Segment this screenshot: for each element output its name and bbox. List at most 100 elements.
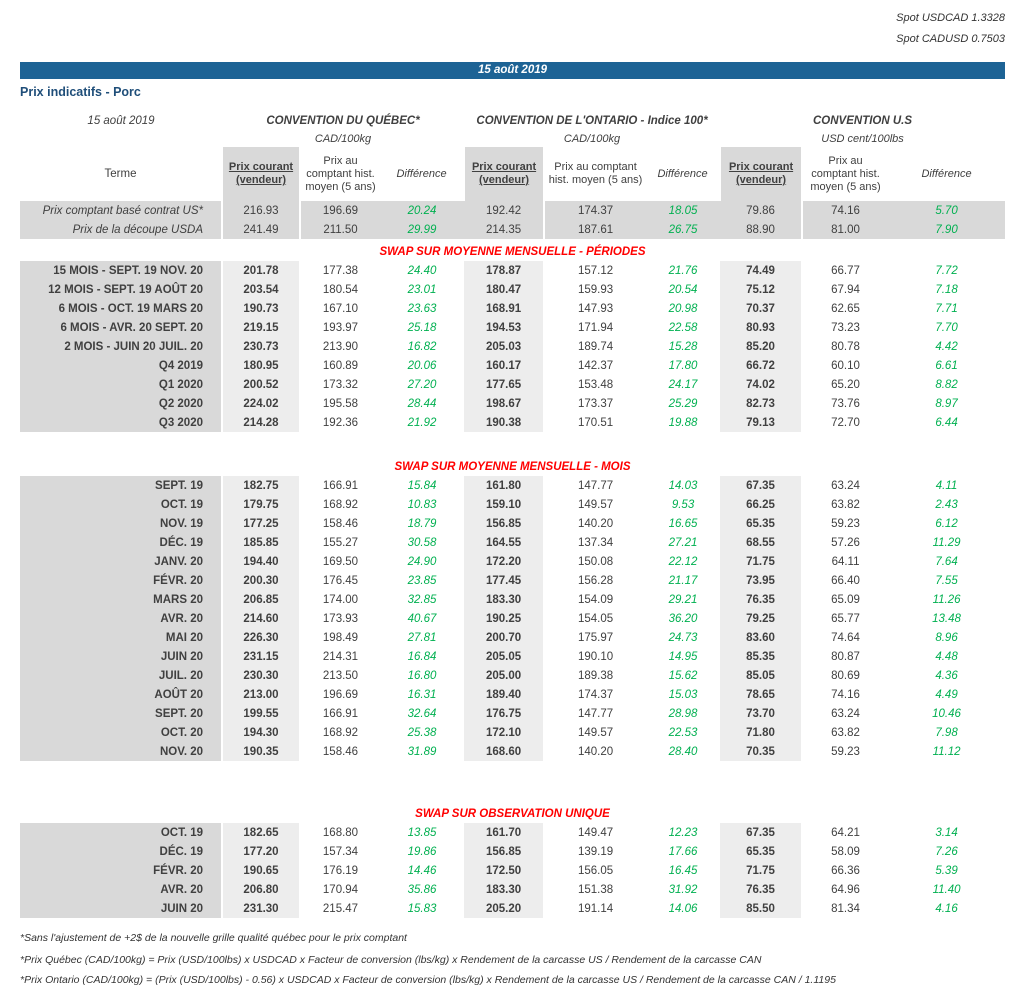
terme-label: OCT. 19 xyxy=(20,823,223,842)
prix-courant-value: 178.87 xyxy=(464,261,546,280)
prix-hist-value: 74.64 xyxy=(802,628,889,647)
prix-hist-value: 80.69 xyxy=(802,666,889,685)
section-title-row: SWAP SUR MOYENNE MENSUELLE - MOIS xyxy=(20,458,1006,476)
table-row: FÉVR. 20 190.65 176.19 14.46 172.50 156.05 16.… xyxy=(20,861,1006,880)
terme-label: FÉVR. 20 xyxy=(20,861,223,880)
prix-hist-value: 59.23 xyxy=(802,742,889,761)
prix-hist-value: 66.36 xyxy=(802,861,889,880)
prix-hist-value: 65.09 xyxy=(802,590,889,609)
terme-label: 12 MOIS - SEPT. 19 AOÛT 20 xyxy=(20,280,223,299)
prix-hist-value: 174.37 xyxy=(544,201,647,220)
difference-value: 25.29 xyxy=(646,394,721,413)
difference-value: 25.18 xyxy=(380,318,465,337)
terme-label: Prix comptant basé contrat US* xyxy=(20,201,223,220)
prix-courant-value: 194.53 xyxy=(464,318,546,337)
prix-hist-value: 60.10 xyxy=(802,356,889,375)
terme-label: AVR. 20 xyxy=(20,609,223,628)
prix-courant-value: 224.02 xyxy=(222,394,301,413)
prix-hist-value: 213.50 xyxy=(300,666,380,685)
terme-label: Q2 2020 xyxy=(20,394,223,413)
section-gap xyxy=(20,761,1006,805)
prix-hist-value: 80.78 xyxy=(802,337,889,356)
prix-courant-value: 65.35 xyxy=(720,514,804,533)
prix-hist-value: 155.27 xyxy=(300,533,380,552)
prix-courant-value: 168.60 xyxy=(464,742,546,761)
terme-label: JANV. 20 xyxy=(20,552,223,571)
prix-hist-value: 65.77 xyxy=(802,609,889,628)
prix-hist-value: 166.91 xyxy=(300,704,380,723)
prix-hist-value: 175.97 xyxy=(544,628,647,647)
difference-value: 22.53 xyxy=(646,723,721,742)
table-row: JANV. 20 194.40 169.50 24.90 172.20 150.08 22.… xyxy=(20,552,1006,571)
prix-hist-value: 168.80 xyxy=(300,823,380,842)
table-row: OCT. 20 194.30 168.92 25.38 172.10 149.57 22.5… xyxy=(20,723,1006,742)
difference-value: 11.40 xyxy=(888,880,1006,899)
unit-us: USD cent/100lbs xyxy=(821,133,904,145)
prix-courant-value: 203.54 xyxy=(222,280,301,299)
prix-courant-value: 85.20 xyxy=(720,337,804,356)
difference-value: 4.36 xyxy=(888,666,1006,685)
table-row: Q2 2020 224.02 195.58 28.44 198.67 173.37 25.2… xyxy=(20,394,1006,413)
prix-courant-value: 159.10 xyxy=(464,495,546,514)
prix-hist-value: 154.05 xyxy=(544,609,647,628)
prix-hist-value: 149.57 xyxy=(544,495,647,514)
difference-value: 25.38 xyxy=(380,723,465,742)
difference-value: 8.82 xyxy=(888,375,1006,394)
prix-hist-value: 140.20 xyxy=(544,514,647,533)
page-title: Prix indicatifs - Porc xyxy=(20,85,141,99)
prix-hist-value: 154.09 xyxy=(544,590,647,609)
convention-ontario-header: CONVENTION DE L'ONTARIO - Indice 100* xyxy=(476,115,708,127)
terme-label: Prix de la découpe USDA xyxy=(20,220,223,239)
difference-value: 40.67 xyxy=(380,609,465,628)
difference-value: 7.18 xyxy=(888,280,1006,299)
prix-hist-value: 213.90 xyxy=(300,337,380,356)
section-gap-cell xyxy=(20,761,1006,805)
difference-value: 6.12 xyxy=(888,514,1006,533)
prix-hist-value: 137.34 xyxy=(544,533,647,552)
prix-hist-value: 63.24 xyxy=(802,704,889,723)
prix-courant-value: 79.13 xyxy=(720,413,804,432)
prix-courant-value: 88.90 xyxy=(720,220,804,239)
table-row: 6 MOIS - AVR. 20 SEPT. 20 219.15 193.97 25.… xyxy=(20,318,1006,337)
prix-courant-value: 205.00 xyxy=(464,666,546,685)
section-gap xyxy=(20,432,1006,458)
prix-courant-value: 214.28 xyxy=(222,413,301,432)
prix-courant-value: 177.45 xyxy=(464,571,546,590)
prix-hist-value: 157.12 xyxy=(544,261,647,280)
prix-courant-value: 176.75 xyxy=(464,704,546,723)
prix-courant-value: 189.40 xyxy=(464,685,546,704)
prix-courant-value: 192.42 xyxy=(464,201,546,220)
terme-label: JUIL. 20 xyxy=(20,666,223,685)
difference-value: 20.06 xyxy=(380,356,465,375)
section-title: SWAP SUR OBSERVATION UNIQUE xyxy=(20,805,1006,823)
table-row: DÉC. 19 185.85 155.27 30.58 164.55 137.34 27.2… xyxy=(20,533,1006,552)
terme-label: SEPT. 20 xyxy=(20,704,223,723)
difference-value: 28.44 xyxy=(380,394,465,413)
prix-hist-value: 147.77 xyxy=(544,476,647,495)
table-row: AOÛT 20 213.00 196.69 16.31 189.40 174.37 15.0… xyxy=(20,685,1006,704)
prix-hist-value: 189.38 xyxy=(544,666,647,685)
prix-hist-value: 171.94 xyxy=(544,318,647,337)
difference-value: 24.73 xyxy=(646,628,721,647)
table-row: AVR. 20 206.80 170.94 35.86 183.30 151.38 31.9… xyxy=(20,880,1006,899)
us-prix-courant-header: Prix courant (vendeur) xyxy=(719,147,804,201)
spot-cadusd: Spot CADUSD 0.7503 xyxy=(896,33,1005,45)
difference-value: 15.84 xyxy=(380,476,465,495)
difference-value: 28.98 xyxy=(646,704,721,723)
prix-hist-value: 63.24 xyxy=(802,476,889,495)
unit-spacer xyxy=(20,131,222,147)
prix-courant-value: 194.30 xyxy=(222,723,301,742)
terme-label: SEPT. 19 xyxy=(20,476,223,495)
difference-value: 4.11 xyxy=(888,476,1006,495)
prix-hist-value: 167.10 xyxy=(300,299,380,318)
prix-courant-value: 190.25 xyxy=(464,609,546,628)
prix-hist-value: 147.77 xyxy=(544,704,647,723)
section-title: SWAP SUR MOYENNE MENSUELLE - MOIS xyxy=(20,458,1006,476)
ontario-difference-header: Différence xyxy=(657,167,708,180)
prix-courant-value: 182.75 xyxy=(222,476,301,495)
prix-courant-value: 213.00 xyxy=(222,685,301,704)
difference-value: 31.92 xyxy=(646,880,721,899)
difference-value: 26.75 xyxy=(646,220,721,239)
prix-courant-value: 67.35 xyxy=(720,823,804,842)
prix-courant-value: 183.30 xyxy=(464,880,546,899)
